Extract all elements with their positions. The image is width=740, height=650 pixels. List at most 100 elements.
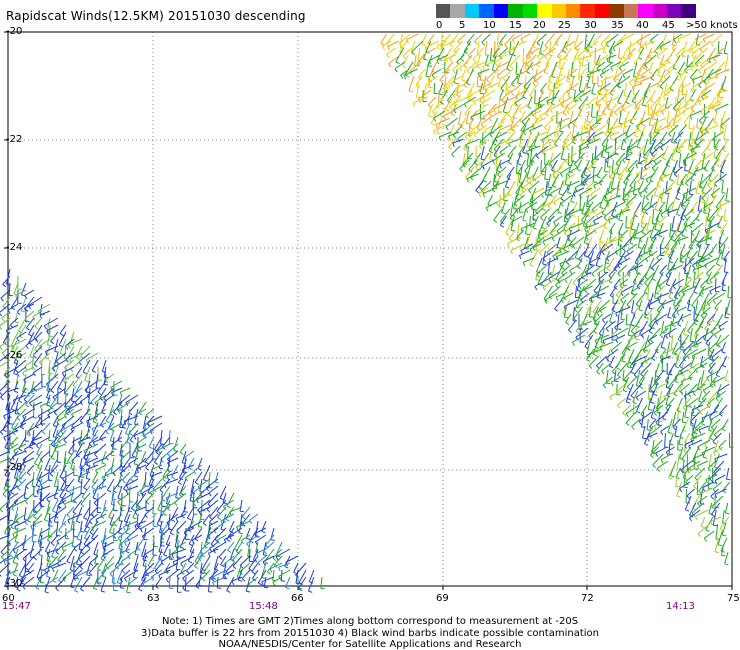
wind-barb-flag: [644, 282, 648, 286]
wind-barb: [704, 432, 714, 446]
wind-barb-flag: [454, 88, 458, 93]
wind-barb: [684, 439, 695, 446]
wind-barb-flag: [67, 409, 71, 414]
wind-barb: [75, 548, 83, 565]
wind-barb-flag: [677, 101, 682, 104]
wind-barb: [653, 138, 664, 149]
wind-barb: [644, 306, 647, 318]
wind-barb: [681, 411, 685, 423]
wind-barb: [184, 450, 195, 459]
wind-barb-flag: [80, 503, 85, 508]
wind-barb-flag: [440, 114, 444, 119]
wind-barb-flag: [653, 295, 657, 300]
wind-barb: [645, 173, 655, 180]
wind-barb: [699, 488, 711, 495]
wind-barb: [499, 33, 507, 44]
wind-barb: [495, 180, 508, 186]
wind-barb-flag: [677, 230, 682, 233]
wind-barb: [715, 334, 722, 346]
wind-barb: [484, 124, 495, 131]
wind-barb-flag: [83, 517, 88, 520]
wind-barb: [682, 397, 691, 409]
wind-barb: [427, 96, 437, 106]
wind-barb: [58, 520, 67, 531]
wind-barb-flag: [702, 38, 706, 43]
wind-barb: [692, 75, 703, 81]
wind-barb: [52, 359, 67, 369]
wind-barb: [697, 460, 709, 467]
wind-barb: [469, 166, 483, 178]
wind-barb: [482, 187, 497, 195]
wind-barb-flag: [629, 121, 634, 125]
wind-barb-flag: [156, 523, 161, 527]
wind-barb-flag: [482, 193, 486, 198]
wind-barb: [595, 208, 607, 216]
wind-barb: [134, 443, 147, 451]
wind-barb: [688, 117, 691, 129]
wind-barb: [8, 485, 19, 493]
wind-barb-flag: [520, 194, 524, 199]
wind-barb-flag: [708, 370, 712, 375]
wind-barb-flag: [572, 341, 576, 346]
wind-barb: [456, 54, 465, 63]
wind-barb: [13, 457, 19, 469]
wind-barb: [18, 387, 27, 401]
wind-barb-flag: [6, 542, 11, 547]
wind-barb-flag: [707, 79, 710, 84]
wind-barb-flag: [714, 494, 718, 499]
wind-barb-flag: [695, 218, 700, 222]
wind-barb-flag: [43, 325, 47, 330]
wind-barb: [549, 222, 560, 234]
wind-barb-flag: [726, 313, 731, 315]
wind-barb: [438, 82, 444, 94]
wind-barb-flag: [631, 86, 635, 91]
wind-barb: [571, 145, 573, 162]
wind-barb: [669, 278, 677, 292]
wind-barb: [36, 562, 43, 578]
wind-barb-flag: [574, 257, 580, 260]
wind-barb: [647, 334, 658, 342]
wind-barb: [33, 380, 43, 389]
wind-barb: [724, 306, 727, 318]
wind-barb-flag: [498, 130, 502, 135]
wind-barb-flag: [713, 524, 718, 527]
wind-barb-flag: [532, 46, 537, 49]
wind-barb: [651, 264, 660, 280]
wind-barb: [613, 278, 621, 288]
wind-barb-flag: [12, 533, 15, 538]
wind-barb: [598, 54, 609, 62]
wind-barb-flag: [649, 388, 654, 393]
wind-barb: [617, 166, 627, 178]
wind-barb: [647, 82, 659, 89]
wind-barb-flag: [725, 200, 730, 202]
wind-barb: [630, 320, 640, 332]
wind-barb: [654, 341, 662, 352]
wind-barb-flag: [431, 74, 435, 79]
wind-barb-flag: [132, 516, 137, 520]
wind-barb-flag: [88, 572, 93, 576]
wind-barb: [145, 562, 155, 572]
wind-barb: [529, 152, 538, 164]
wind-barb-flag: [698, 400, 703, 403]
wind-barb-flag: [572, 282, 577, 286]
wind-barb: [677, 138, 688, 149]
wind-barb: [126, 478, 139, 486]
wind-barb-flag: [400, 75, 404, 79]
wind-barb: [33, 450, 43, 464]
wind-barb: [650, 96, 661, 109]
wind-barb: [23, 506, 27, 520]
wind-barb-flag: [494, 180, 499, 183]
wind-barb-flag: [11, 506, 15, 511]
wind-barb: [492, 152, 506, 162]
wind-barb: [457, 33, 467, 42]
wind-barb: [556, 236, 561, 248]
wind-barb-flag: [167, 470, 172, 472]
wind-barb-flag: [45, 468, 50, 472]
wind-barb: [540, 159, 550, 174]
wind-barb-flag: [46, 498, 50, 503]
wind-barb: [25, 394, 35, 405]
wind-barb: [626, 355, 632, 367]
wind-barb-flag: [521, 121, 526, 125]
wind-barb-flag: [601, 319, 606, 324]
wind-barb: [586, 131, 596, 141]
